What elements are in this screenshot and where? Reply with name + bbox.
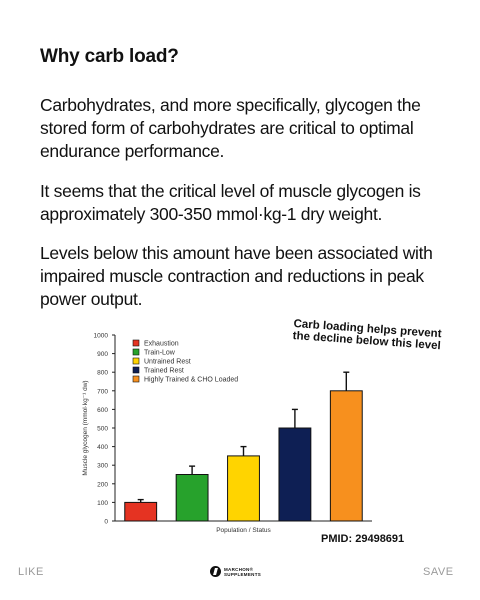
- bar-2: [175, 474, 209, 522]
- legend-swatch-1: [132, 339, 140, 347]
- paragraph-3: Levels below this amount have been assoc…: [40, 243, 433, 309]
- legend-swatch-3: [132, 357, 140, 365]
- brand-line-2: SUPPLEMENTS: [224, 571, 262, 577]
- legend-label-3: Untrained Rest: [144, 359, 191, 366]
- y-tick-label: 100: [97, 500, 108, 507]
- legend-swatch-5: [132, 375, 140, 383]
- legend-swatch-4: [132, 366, 140, 374]
- y-tick-label: 1000: [94, 333, 109, 340]
- like-button[interactable]: LIKE: [18, 566, 44, 578]
- y-tick-label: 400: [97, 444, 108, 451]
- legend-swatch-2: [132, 348, 140, 356]
- y-tick-label: 800: [97, 370, 108, 377]
- brand-logo-icon: [210, 566, 221, 577]
- y-tick-label: 700: [97, 388, 108, 395]
- y-tick-label: 300: [97, 463, 108, 470]
- save-button[interactable]: SAVE: [423, 566, 454, 578]
- bar-1: [124, 501, 158, 522]
- y-tick-label: 200: [97, 481, 108, 488]
- brand-wordmark: MARCHON® SUPPLEMENTS: [224, 567, 261, 577]
- legend-label-1: Exhaustion: [144, 341, 179, 348]
- y-tick-label: 500: [97, 426, 108, 433]
- legend-label-4: Trained Rest: [144, 368, 184, 375]
- legend-label-2: Train-Low: [144, 350, 176, 357]
- brand-line-1: MARCHON®: [224, 566, 254, 572]
- brand-logo: MARCHON® SUPPLEMENTS: [210, 566, 261, 577]
- paragraph-1: Carbohydrates, and more specifically, gl…: [40, 95, 421, 161]
- legend-label-5: Highly Trained & CHO Loaded: [144, 377, 238, 384]
- bar-5: [329, 390, 363, 522]
- paragraph-2: It seems that the critical level of musc…: [40, 181, 421, 224]
- bar-3: [227, 455, 260, 522]
- y-tick-label: 900: [97, 351, 108, 358]
- bar-4: [278, 427, 312, 522]
- page-heading: Why carb load?: [40, 46, 179, 67]
- y-tick-label: 0: [104, 519, 108, 526]
- x-axis-label: Population / Status: [216, 527, 271, 534]
- y-tick-label: 600: [97, 407, 108, 414]
- y-axis-label: Muscle glycogen (mmol·kg⁻¹ dw): [82, 380, 89, 475]
- citation-pmid: PMID: 29498691: [321, 533, 405, 545]
